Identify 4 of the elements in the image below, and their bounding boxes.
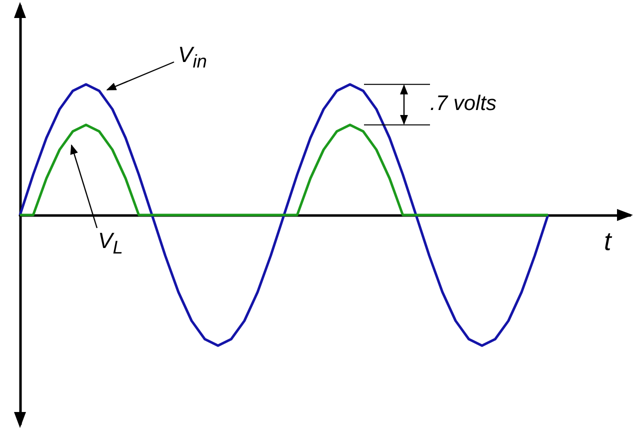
annotation: .7 volts bbox=[430, 92, 497, 116]
x-axis-title: t bbox=[604, 226, 612, 257]
text: V$_{in}$ bbox=[178, 42, 207, 72]
series-label: V$_{L}$ bbox=[98, 228, 123, 258]
